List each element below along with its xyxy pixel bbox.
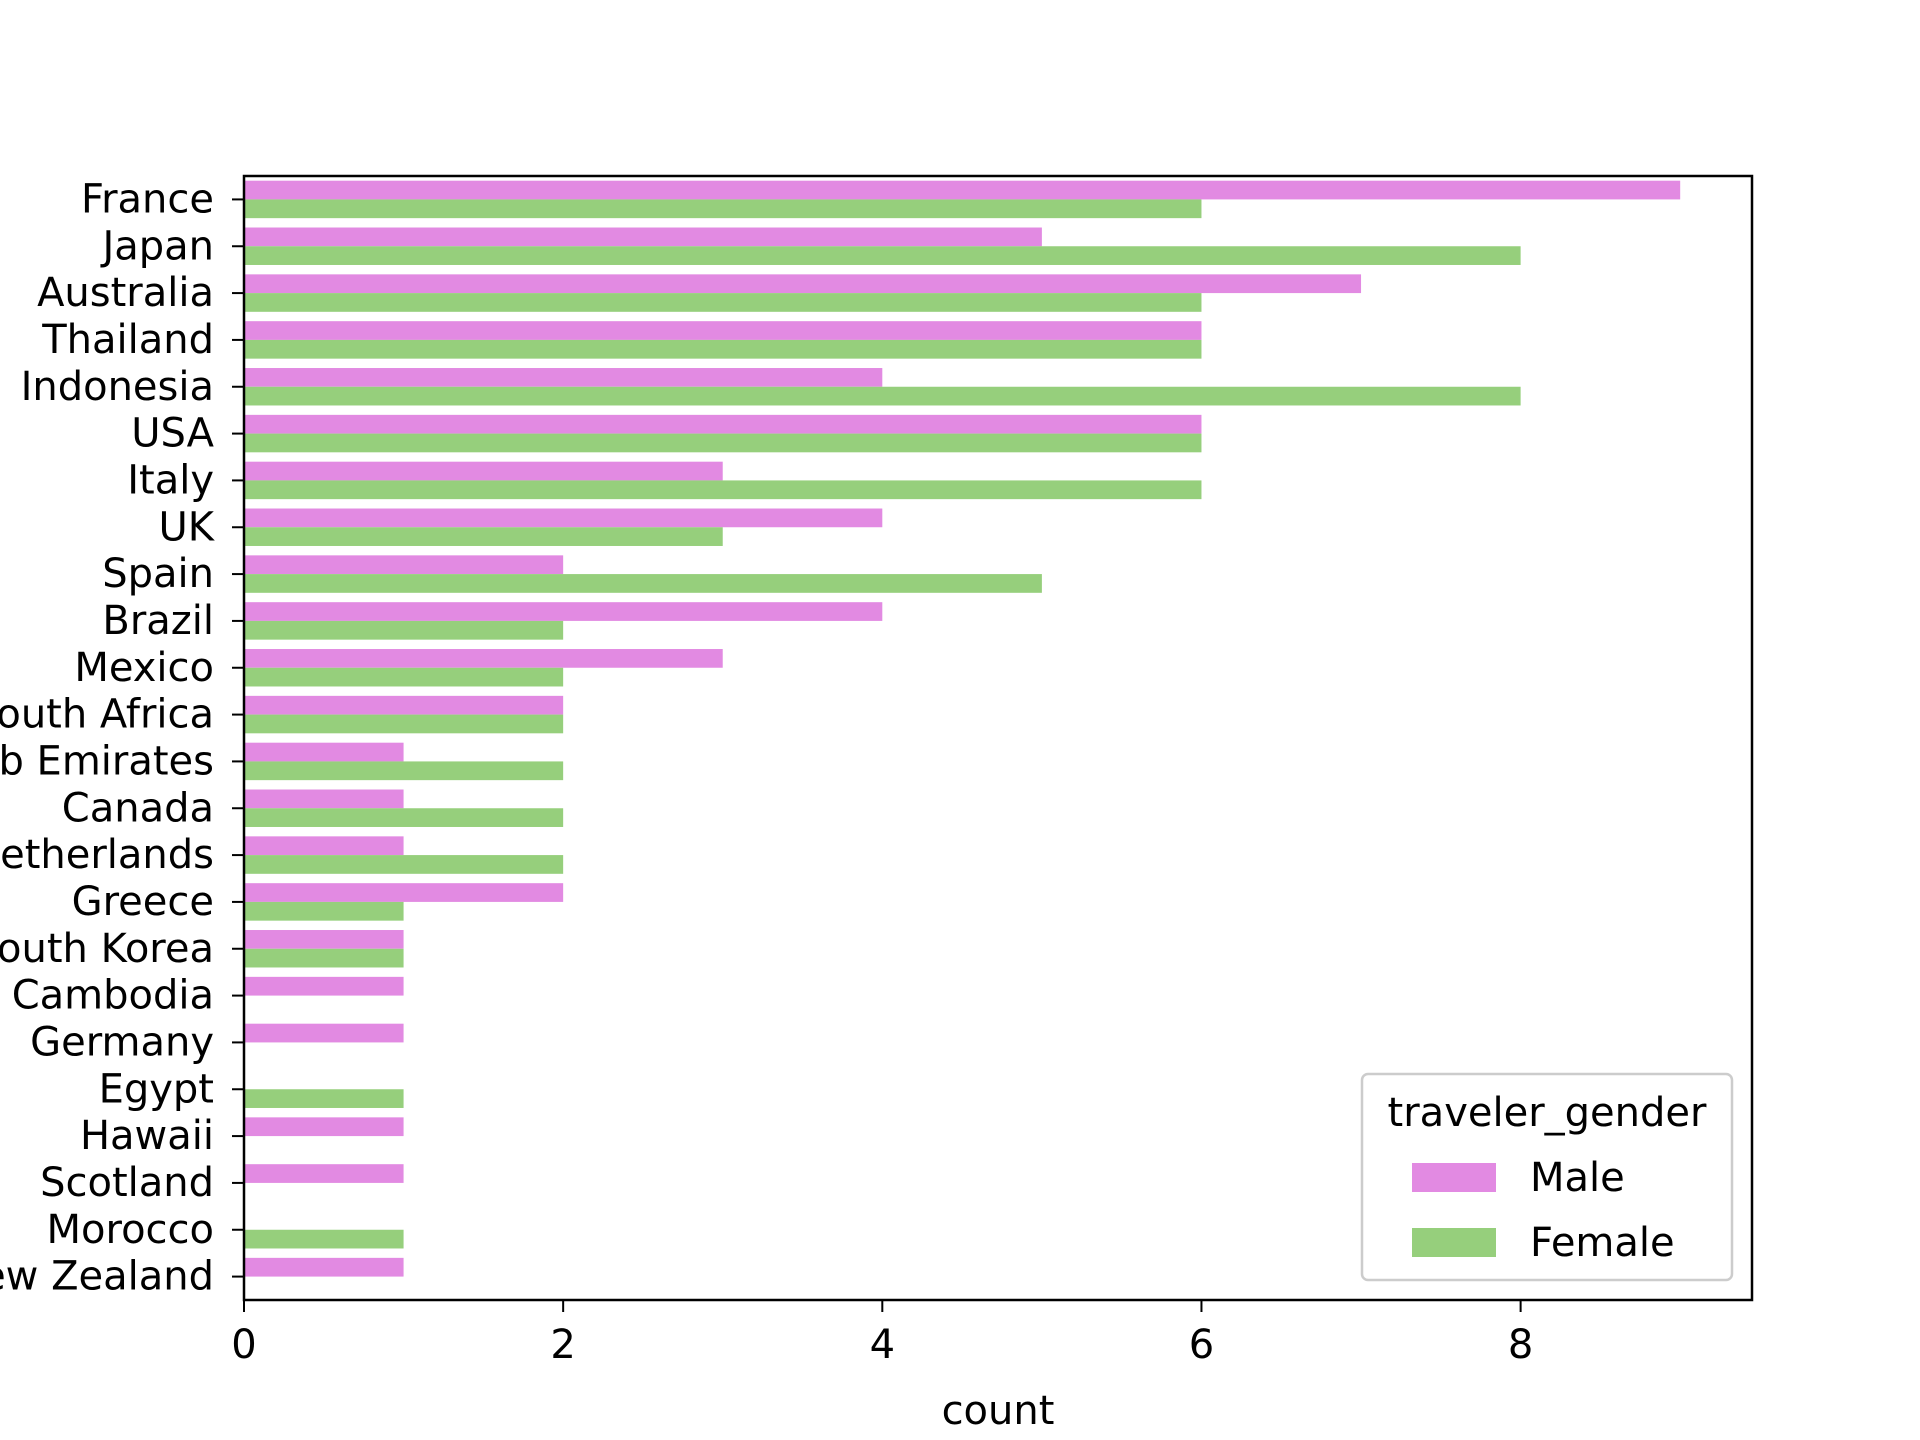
y-tick-label: United Arab Emirates <box>0 738 214 784</box>
legend-title: traveler_gender <box>1388 1090 1707 1136</box>
bar-male-japan <box>244 227 1042 247</box>
y-tick-label: Australia <box>37 270 214 316</box>
bar-female-australia <box>244 293 1202 312</box>
y-tick-label: Scotland <box>40 1160 214 1206</box>
bar-female-mexico <box>244 667 564 687</box>
x-tick-label: 2 <box>550 1322 575 1368</box>
bar-female-italy <box>244 480 1202 500</box>
bar-female-usa <box>244 433 1202 453</box>
bar-male-canada <box>244 789 404 809</box>
y-tick-label: Hawaii <box>80 1113 214 1159</box>
bar-female-japan <box>244 246 1521 265</box>
bar-female-indonesia <box>244 386 1521 406</box>
y-tick-label: Cambodia <box>12 973 214 1019</box>
x-axis-ticks: 0 2 4 6 8 <box>231 1300 1533 1368</box>
y-tick-label: Italy <box>127 457 214 503</box>
y-tick-label: South Korea <box>0 926 214 972</box>
y-tick-label: USA <box>131 411 214 457</box>
bar-female-thailand <box>244 339 1202 359</box>
x-tick-label: 0 <box>231 1322 256 1368</box>
bar-male-greece <box>244 883 564 902</box>
bar-female-morocco <box>244 1229 404 1249</box>
bars-group <box>244 180 1681 1277</box>
x-tick-label: 8 <box>1508 1322 1533 1368</box>
y-tick-label: Spain <box>102 551 214 597</box>
bar-female-south-africa <box>244 714 564 734</box>
bar-female-greece <box>244 901 404 921</box>
bar-female-spain <box>244 574 1042 593</box>
y-tick-label: Indonesia <box>21 364 214 410</box>
y-tick-label: Germany <box>30 1019 214 1065</box>
y-tick-label: Netherlands <box>0 832 214 878</box>
y-axis-ticks: FranceJapanAustraliaThailandIndonesiaUSA… <box>0 176 244 1300</box>
bar-male-south-korea <box>244 930 404 949</box>
y-tick-label: France <box>81 176 214 222</box>
legend-label-male: Male <box>1530 1155 1625 1201</box>
bar-male-indonesia <box>244 368 883 387</box>
bar-male-uk <box>244 508 883 528</box>
y-tick-label: Thailand <box>41 317 214 363</box>
bar-male-thailand <box>244 321 1202 340</box>
bar-male-brazil <box>244 602 883 621</box>
bar-female-france <box>244 199 1202 219</box>
x-tick-label: 4 <box>870 1322 895 1368</box>
bar-male-new-zealand <box>244 1257 404 1277</box>
bar-female-netherlands <box>244 855 564 874</box>
bar-male-mexico <box>244 649 723 668</box>
bar-male-hawaii <box>244 1117 404 1137</box>
y-tick-label: Mexico <box>74 645 214 691</box>
y-tick-label: Morocco <box>47 1207 214 1253</box>
bar-male-france <box>244 180 1681 200</box>
bar-male-cambodia <box>244 976 404 996</box>
y-tick-label: Egypt <box>99 1066 214 1112</box>
bar-male-netherlands <box>244 836 404 856</box>
plot-frame <box>242 174 1754 1302</box>
legend: traveler_gender Male Female <box>1360 1072 1734 1282</box>
bar-female-united-arab-emirates <box>244 761 564 781</box>
y-tick-label: Brazil <box>102 598 214 644</box>
y-tick-label: New Zealand <box>0 1254 214 1300</box>
bar-female-egypt <box>244 1089 404 1108</box>
bar-male-spain <box>244 555 564 575</box>
bar-male-usa <box>244 414 1202 434</box>
bar-female-brazil <box>244 620 564 640</box>
y-tick-label: Greece <box>72 879 214 925</box>
bar-male-south-africa <box>244 695 564 715</box>
bar-male-scotland <box>244 1164 404 1183</box>
bar-male-italy <box>244 461 723 481</box>
y-tick-label: UK <box>158 504 215 550</box>
bar-male-australia <box>244 274 1362 294</box>
x-axis-title: count <box>942 1388 1055 1434</box>
y-tick-label: Canada <box>62 785 214 831</box>
legend-label-female: Female <box>1530 1220 1675 1266</box>
bar-male-germany <box>244 1023 404 1043</box>
legend-swatch-male <box>1412 1163 1496 1192</box>
x-tick-label: 6 <box>1189 1322 1214 1368</box>
bar-female-canada <box>244 808 564 827</box>
y-tick-label: Japan <box>99 223 214 269</box>
bar-male-united-arab-emirates <box>244 742 404 762</box>
legend-swatch-female <box>1412 1228 1496 1257</box>
y-tick-label: South Africa <box>0 692 214 738</box>
bar-female-uk <box>244 527 723 546</box>
bar-female-south-korea <box>244 948 404 968</box>
